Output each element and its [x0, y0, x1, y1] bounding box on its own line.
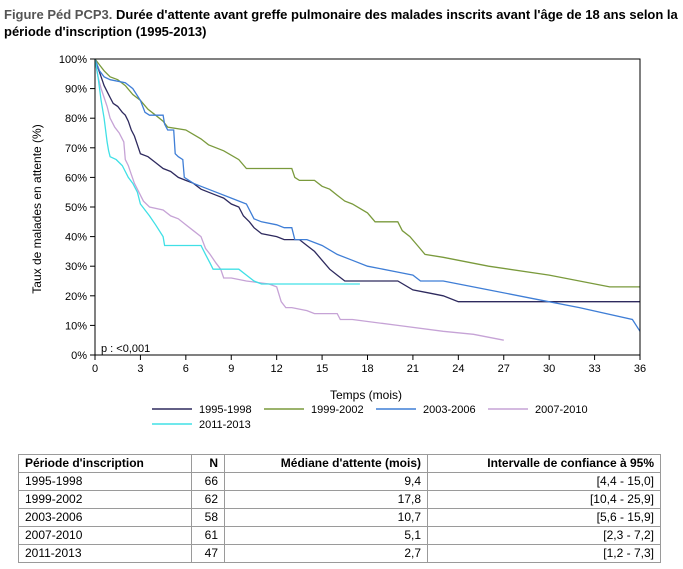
cell-n: 47 [191, 544, 225, 563]
legend-label: 2003-2006 [423, 404, 476, 416]
y-tick-label: 20% [65, 291, 87, 303]
median-table: Période d'inscription N Médiane d'attent… [18, 454, 661, 563]
header-mediane: Médiane d'attente (mois) [224, 454, 428, 473]
cell-n: 61 [191, 526, 225, 545]
figure-title: Figure Péd PCP3. Durée d'attente avant g… [4, 6, 680, 40]
legend-label: 2011-2013 [199, 419, 251, 431]
x-axis-label: Temps (mois) [330, 388, 402, 402]
series-line-2003-2006 [94, 58, 641, 332]
cell-periode: 2003-2006 [18, 508, 192, 527]
y-axis-label: Taux de malades en attente (%) [30, 124, 44, 293]
header-n: N [191, 454, 225, 473]
figure-number: Figure Péd PCP3. [4, 7, 113, 22]
x-tick-label: 15 [316, 363, 328, 375]
x-tick-label: 27 [498, 363, 510, 375]
plot-frame [94, 58, 641, 356]
cell-n: 66 [191, 472, 225, 491]
y-tick-label: 50% [65, 202, 87, 214]
legend-label: 1999-2002 [311, 404, 364, 416]
y-tick-label: 90% [65, 84, 87, 96]
y-tick-label: 100% [59, 54, 87, 66]
y-tick-label: 80% [65, 113, 87, 125]
table-row: 2003-2006 58 10,7 [5,6 - 15,9] [18, 508, 661, 527]
cell-intervalle: [5,6 - 15,9] [427, 508, 661, 527]
series-line-1995-1998 [94, 58, 640, 303]
cell-mediane: 10,7 [224, 508, 428, 527]
x-tick-label: 18 [361, 363, 373, 375]
cell-intervalle: [4,4 - 15,0] [427, 472, 661, 491]
y-tick-label: 60% [65, 172, 87, 184]
x-tick-label: 9 [228, 363, 234, 375]
x-tick-label: 36 [634, 363, 646, 375]
cell-mediane: 2,7 [224, 544, 428, 563]
table-row: 1999-2002 62 17,8 [10,4 - 25,9] [18, 490, 661, 509]
cell-mediane: 9,4 [224, 472, 428, 491]
cell-periode: 2011-2013 [18, 544, 192, 563]
series-line-2011-2013 [94, 58, 360, 285]
x-tick-label: 24 [452, 363, 464, 375]
series-line-1999-2002 [94, 58, 640, 288]
p-value-annotation: p : <0,001 [101, 343, 150, 355]
cell-n: 58 [191, 508, 225, 527]
x-tick-label: 0 [92, 363, 98, 375]
y-tick-label: 0% [71, 350, 87, 362]
x-tick-label: 30 [543, 363, 555, 375]
header-periode: Période d'inscription [18, 454, 192, 473]
x-tick-label: 3 [137, 363, 143, 375]
cell-intervalle: [2,3 - 7,2] [427, 526, 661, 545]
x-tick-label: 33 [588, 363, 600, 375]
y-tick-label: 10% [65, 320, 87, 332]
series-line-2007-2010 [94, 58, 504, 341]
cell-intervalle: [1,2 - 7,3] [427, 544, 661, 563]
cell-periode: 1995-1998 [18, 472, 192, 491]
legend-label: 2007-2010 [535, 404, 588, 416]
y-tick-label: 70% [65, 143, 87, 155]
x-tick-label: 21 [407, 363, 419, 375]
x-tick-label: 6 [183, 363, 189, 375]
cell-mediane: 5,1 [224, 526, 428, 545]
table-header-row: Période d'inscription N Médiane d'attent… [18, 454, 661, 473]
legend-label: 1995-1998 [199, 404, 252, 416]
table-row: 2011-2013 47 2,7 [1,2 - 7,3] [18, 544, 661, 563]
table-row: 1995-1998 66 9,4 [4,4 - 15,0] [18, 472, 661, 491]
y-tick-label: 40% [65, 232, 87, 244]
survival-chart: 0 3 6 9 12 15 18 21 24 27 30 33 360%10%20%30%40%50%6… [30, 54, 646, 431]
figure-caption: Durée d'attente avant greffe pulmonaire … [4, 7, 678, 39]
cell-periode: 1999-2002 [18, 490, 192, 509]
cell-intervalle: [10,4 - 25,9] [427, 490, 661, 509]
cell-mediane: 17,8 [224, 490, 428, 509]
legend: 1995-1998 1999-2002 2003-2006 2007-2010 2011… [152, 404, 588, 431]
table-row: 2007-2010 61 5,1 [2,3 - 7,2] [18, 526, 661, 545]
cell-n: 62 [191, 490, 225, 509]
x-tick-label: 12 [271, 363, 283, 375]
y-tick-label: 30% [65, 261, 87, 273]
cell-periode: 2007-2010 [18, 526, 192, 545]
header-intervalle: Intervalle de confiance à 95% [427, 454, 661, 473]
